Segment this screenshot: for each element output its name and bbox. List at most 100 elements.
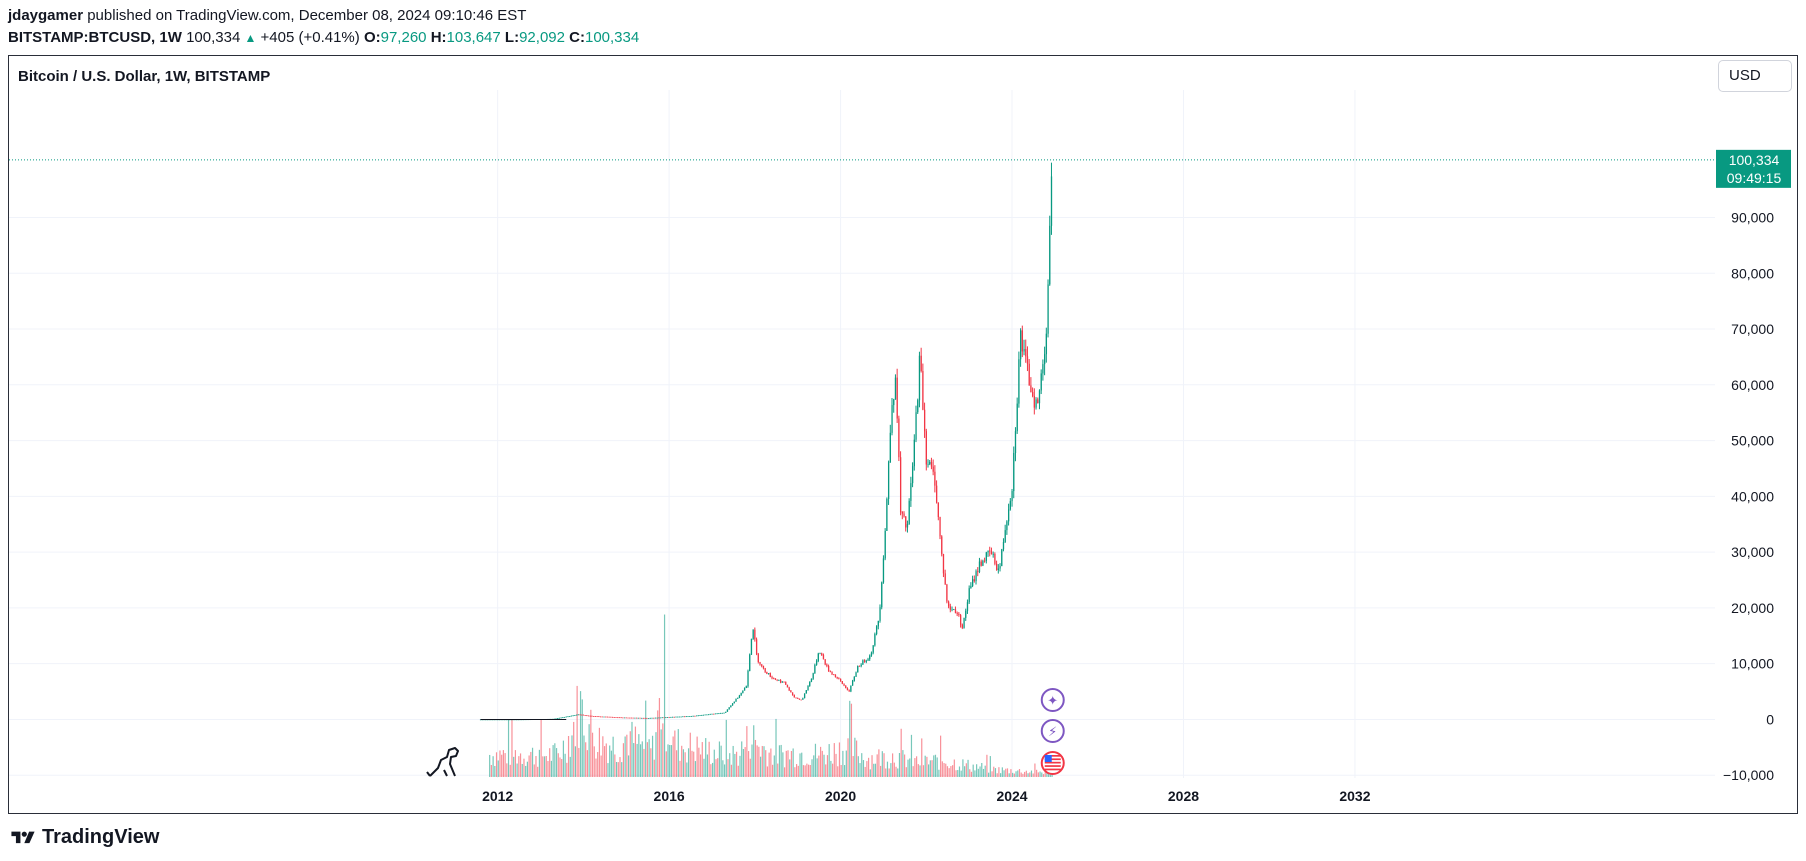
- y-tick-label: 90,000: [1731, 209, 1774, 225]
- volume-bar: [807, 764, 810, 777]
- volume-bar: [1044, 772, 1046, 777]
- candle-body: [951, 609, 953, 611]
- candle-body: [1016, 403, 1018, 432]
- candle-body: [934, 471, 936, 486]
- volume-bar: [576, 685, 578, 777]
- volume-bar: [501, 754, 503, 777]
- candle-body: [860, 664, 862, 667]
- candle-body: [779, 680, 782, 683]
- candle-body: [882, 558, 885, 583]
- candle-body: [582, 714, 585, 716]
- candle-body: [567, 716, 569, 718]
- author-name[interactable]: jdaygamer: [8, 7, 84, 24]
- volume-bar: [904, 754, 906, 777]
- volume-bar: [890, 763, 892, 777]
- volume-bar: [843, 765, 846, 777]
- candle-body: [680, 716, 682, 718]
- volume-bar: [952, 765, 954, 777]
- candle-body: [1001, 549, 1003, 567]
- volume-bar: [838, 742, 841, 777]
- volume-bar: [864, 766, 866, 777]
- y-tick-label: 70,000: [1731, 321, 1774, 337]
- candle-body: [725, 711, 727, 713]
- volume-bar: [1027, 773, 1029, 777]
- volume-bar: [763, 746, 765, 777]
- volume-bar: [734, 753, 736, 777]
- candle-body: [663, 717, 665, 719]
- volume-bar: [1000, 773, 1002, 777]
- candle-body: [836, 677, 838, 678]
- lightning-icon: ⚡: [1048, 724, 1057, 739]
- candle-body: [929, 461, 931, 465]
- candle-body: [785, 681, 787, 685]
- candle-body: [579, 714, 581, 716]
- candle-body: [601, 716, 603, 718]
- candle-body: [980, 561, 982, 566]
- volume-bar: [579, 691, 582, 777]
- publish-text: published on TradingView.com, December 0…: [87, 7, 527, 24]
- volume-bar: [773, 755, 775, 777]
- volume-bar: [537, 766, 539, 777]
- volume-bar: [974, 770, 976, 777]
- volume-bar: [1029, 772, 1031, 777]
- candle-body: [833, 674, 835, 676]
- candle-body: [786, 684, 789, 688]
- volume-bar: [893, 762, 895, 777]
- volume-bar: [862, 760, 865, 777]
- candle-body: [975, 571, 977, 582]
- candle-body: [690, 716, 693, 717]
- candle-body: [599, 716, 602, 718]
- volume-bar: [845, 750, 847, 777]
- candle-body: [629, 717, 631, 719]
- candle-body: [646, 717, 648, 719]
- candle-body: [731, 703, 734, 706]
- candle-body: [906, 524, 909, 528]
- currency-button[interactable]: USD: [1718, 60, 1792, 92]
- candle-body: [752, 629, 754, 640]
- volume-bar: [550, 760, 553, 777]
- candle-body: [956, 613, 958, 614]
- low-label: L:: [504, 29, 520, 46]
- volume-bar: [646, 742, 649, 777]
- candle-body: [593, 716, 595, 717]
- candle-body: [702, 714, 705, 716]
- volume-bar: [634, 726, 637, 777]
- volume-bar: [526, 761, 529, 777]
- volume-bar: [874, 763, 877, 777]
- candle-body: [867, 659, 869, 661]
- volume-bar: [967, 759, 969, 777]
- candle-body: [954, 609, 957, 614]
- chart-frame[interactable]: [8, 55, 1798, 814]
- volume-bar: [785, 750, 787, 777]
- candle-body: [555, 718, 557, 720]
- volume-bar: [1012, 772, 1014, 777]
- volume-bar: [574, 746, 577, 777]
- volume-bar: [842, 750, 844, 777]
- volume-bar: [868, 757, 870, 777]
- candle-body: [1006, 521, 1008, 531]
- volume-bar: [722, 760, 724, 777]
- volume-bar: [881, 751, 883, 777]
- tradingview-logo[interactable]: TradingView: [8, 826, 159, 849]
- y-tick-label: −10,000: [1723, 767, 1774, 783]
- volume-bar: [1039, 771, 1041, 777]
- flash-event-icon[interactable]: [1040, 719, 1065, 743]
- candle-body: [594, 716, 597, 717]
- volume-bar: [907, 759, 909, 777]
- candle-body: [1019, 330, 1022, 360]
- volume-bar: [909, 758, 911, 777]
- volume-bar: [770, 748, 772, 777]
- candle-body: [989, 550, 991, 552]
- candle-body: [757, 653, 759, 662]
- candle-body: [978, 561, 981, 572]
- volume-bar: [888, 768, 890, 777]
- candle-body: [575, 714, 578, 716]
- volume-bar: [514, 750, 516, 777]
- volume-bar: [516, 763, 518, 777]
- candle-body: [671, 716, 674, 718]
- volume-bar: [739, 755, 741, 777]
- volume-bar: [1005, 768, 1007, 777]
- ideas-event-icon[interactable]: [1040, 688, 1065, 712]
- candle-body: [1013, 453, 1015, 492]
